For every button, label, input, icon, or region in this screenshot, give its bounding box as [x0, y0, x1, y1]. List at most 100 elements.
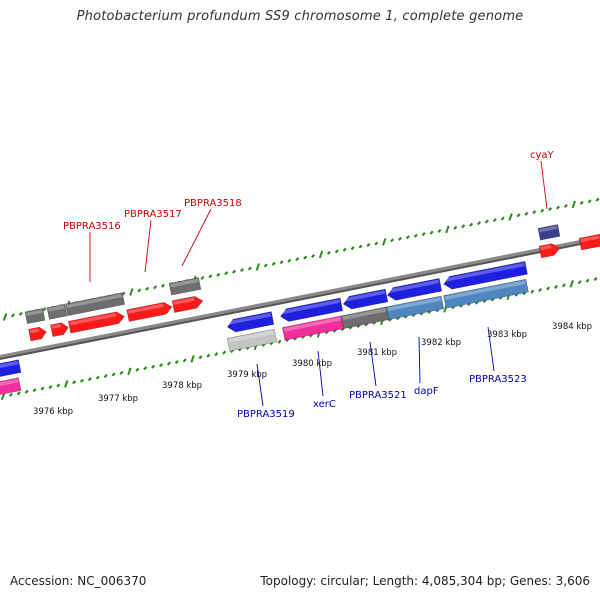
- upper-tick: [160, 283, 166, 288]
- lower-tick: [561, 283, 566, 288]
- lower-tick: [222, 350, 227, 355]
- callout-line: [487, 326, 495, 372]
- gene-label-forward[interactable]: PBPRA3518: [184, 198, 242, 209]
- upper-tick: [121, 291, 126, 296]
- gene-fwd-red-1[interactable]: [28, 326, 47, 342]
- gene-rev-blue-1[interactable]: [226, 311, 275, 334]
- upper-tick: [342, 247, 347, 252]
- gene-rev-pink-0[interactable]: [0, 377, 22, 397]
- callout-line: [256, 363, 264, 407]
- gene-fwd-red-5[interactable]: [171, 295, 204, 313]
- gene-label-reverse[interactable]: dapF: [414, 386, 439, 397]
- gene-fwd-red-4[interactable]: [126, 301, 173, 322]
- lower-tick: [593, 277, 598, 282]
- gene-label-reverse[interactable]: PBPRA3519: [237, 409, 295, 420]
- ruler-label: 3980 kbp: [292, 359, 332, 369]
- lower-tick: [569, 279, 574, 288]
- gene-label-forward[interactable]: cyaY: [530, 150, 555, 161]
- upper-tick: [397, 236, 403, 241]
- upper-tick: [18, 311, 23, 316]
- lower-tick: [127, 367, 132, 376]
- gene-fwd-red-2[interactable]: [50, 322, 69, 338]
- upper-tick: [500, 216, 505, 221]
- accession-text: Accession: NC_006370: [10, 574, 147, 588]
- gene-label-forward[interactable]: PBPRA3516: [63, 221, 121, 232]
- upper-tick: [571, 200, 576, 209]
- callout-line: [181, 208, 212, 267]
- upper-tick: [137, 288, 142, 293]
- callout-line: [418, 336, 421, 384]
- gene-rev-blue-5[interactable]: [443, 261, 528, 290]
- upper-tick: [579, 200, 584, 205]
- upper-tick: [413, 233, 418, 238]
- upper-tick: [2, 313, 8, 321]
- ruler-label: 3979 kbp: [227, 370, 267, 380]
- gene-rev-blue-2[interactable]: [279, 297, 344, 323]
- upper-tick: [453, 225, 458, 230]
- gene-fwd-red-7[interactable]: [578, 233, 600, 251]
- gene-upper-grey-3[interactable]: [65, 292, 125, 317]
- upper-tick: [374, 241, 379, 246]
- gene-label-reverse[interactable]: PBPRA3521: [349, 390, 407, 401]
- lower-tick: [64, 380, 69, 388]
- upper-tick: [232, 269, 237, 274]
- lower-tick: [198, 355, 203, 360]
- gene-rev-blue-3[interactable]: [342, 288, 389, 310]
- gene-fwd-red-6[interactable]: [538, 242, 561, 259]
- upper-tick: [10, 313, 15, 318]
- lower-tick: [530, 289, 535, 294]
- gene-fwd-red-3[interactable]: [68, 310, 125, 334]
- lower-tick: [166, 361, 171, 366]
- gene-upper-grey-4[interactable]: [168, 277, 202, 296]
- gene-rev-blue-0[interactable]: [0, 359, 22, 379]
- gene-upper-navy[interactable]: [537, 224, 561, 241]
- lower-tick: [87, 377, 92, 382]
- upper-tick: [445, 225, 450, 234]
- upper-tick: [239, 268, 245, 273]
- lower-tick: [32, 388, 37, 393]
- lower-tick: [111, 372, 116, 377]
- upper-tick: [153, 285, 158, 290]
- lower-tick: [8, 392, 13, 397]
- upper-tick: [247, 266, 252, 271]
- upper-tick: [516, 213, 521, 218]
- upper-tick: [366, 243, 371, 248]
- upper-tick: [326, 250, 331, 255]
- callout-line: [369, 341, 377, 387]
- upper-tick: [334, 249, 339, 254]
- upper-tick: [540, 208, 545, 213]
- upper-tick: [358, 244, 363, 249]
- lower-tick: [553, 284, 559, 289]
- gene-rev-blue-4[interactable]: [386, 278, 443, 301]
- lower-tick: [95, 375, 100, 380]
- upper-tick: [405, 235, 410, 240]
- gene-label-forward[interactable]: PBPRA3517: [124, 209, 182, 220]
- gene-label-reverse[interactable]: PBPRA3523: [469, 374, 527, 385]
- backbone-line: [0, 236, 600, 359]
- lower-tick: [214, 352, 219, 357]
- upper-tick: [271, 261, 276, 266]
- gene-lower-pink[interactable]: [281, 315, 345, 341]
- upper-tick: [469, 222, 474, 227]
- upper-tick: [295, 257, 300, 262]
- upper-tick: [484, 219, 489, 224]
- gene-upper-grey-2[interactable]: [46, 303, 68, 320]
- lower-tick: [151, 364, 156, 369]
- upper-tick: [287, 258, 292, 263]
- genome-summary-text: Topology: circular; Length: 4,085,304 bp…: [260, 574, 590, 588]
- lower-tick: [158, 363, 164, 368]
- ruler-label: 3984 kbp: [552, 322, 592, 332]
- upper-tick: [508, 213, 513, 221]
- lower-tick: [277, 339, 282, 344]
- gene-lower-lightgrey[interactable]: [226, 328, 278, 352]
- upper-tick: [263, 263, 268, 268]
- upper-tick: [492, 217, 497, 223]
- gene-lower-grey[interactable]: [340, 306, 390, 329]
- gene-upper-grey-1[interactable]: [24, 308, 46, 325]
- upper-tick: [382, 238, 387, 246]
- ruler-label: 3977 kbp: [98, 394, 138, 404]
- upper-tick: [303, 255, 308, 260]
- gene-lower-steel-2[interactable]: [443, 278, 529, 309]
- gene-lower-steel-1[interactable]: [385, 295, 445, 320]
- gene-label-reverse[interactable]: xerC: [313, 399, 336, 410]
